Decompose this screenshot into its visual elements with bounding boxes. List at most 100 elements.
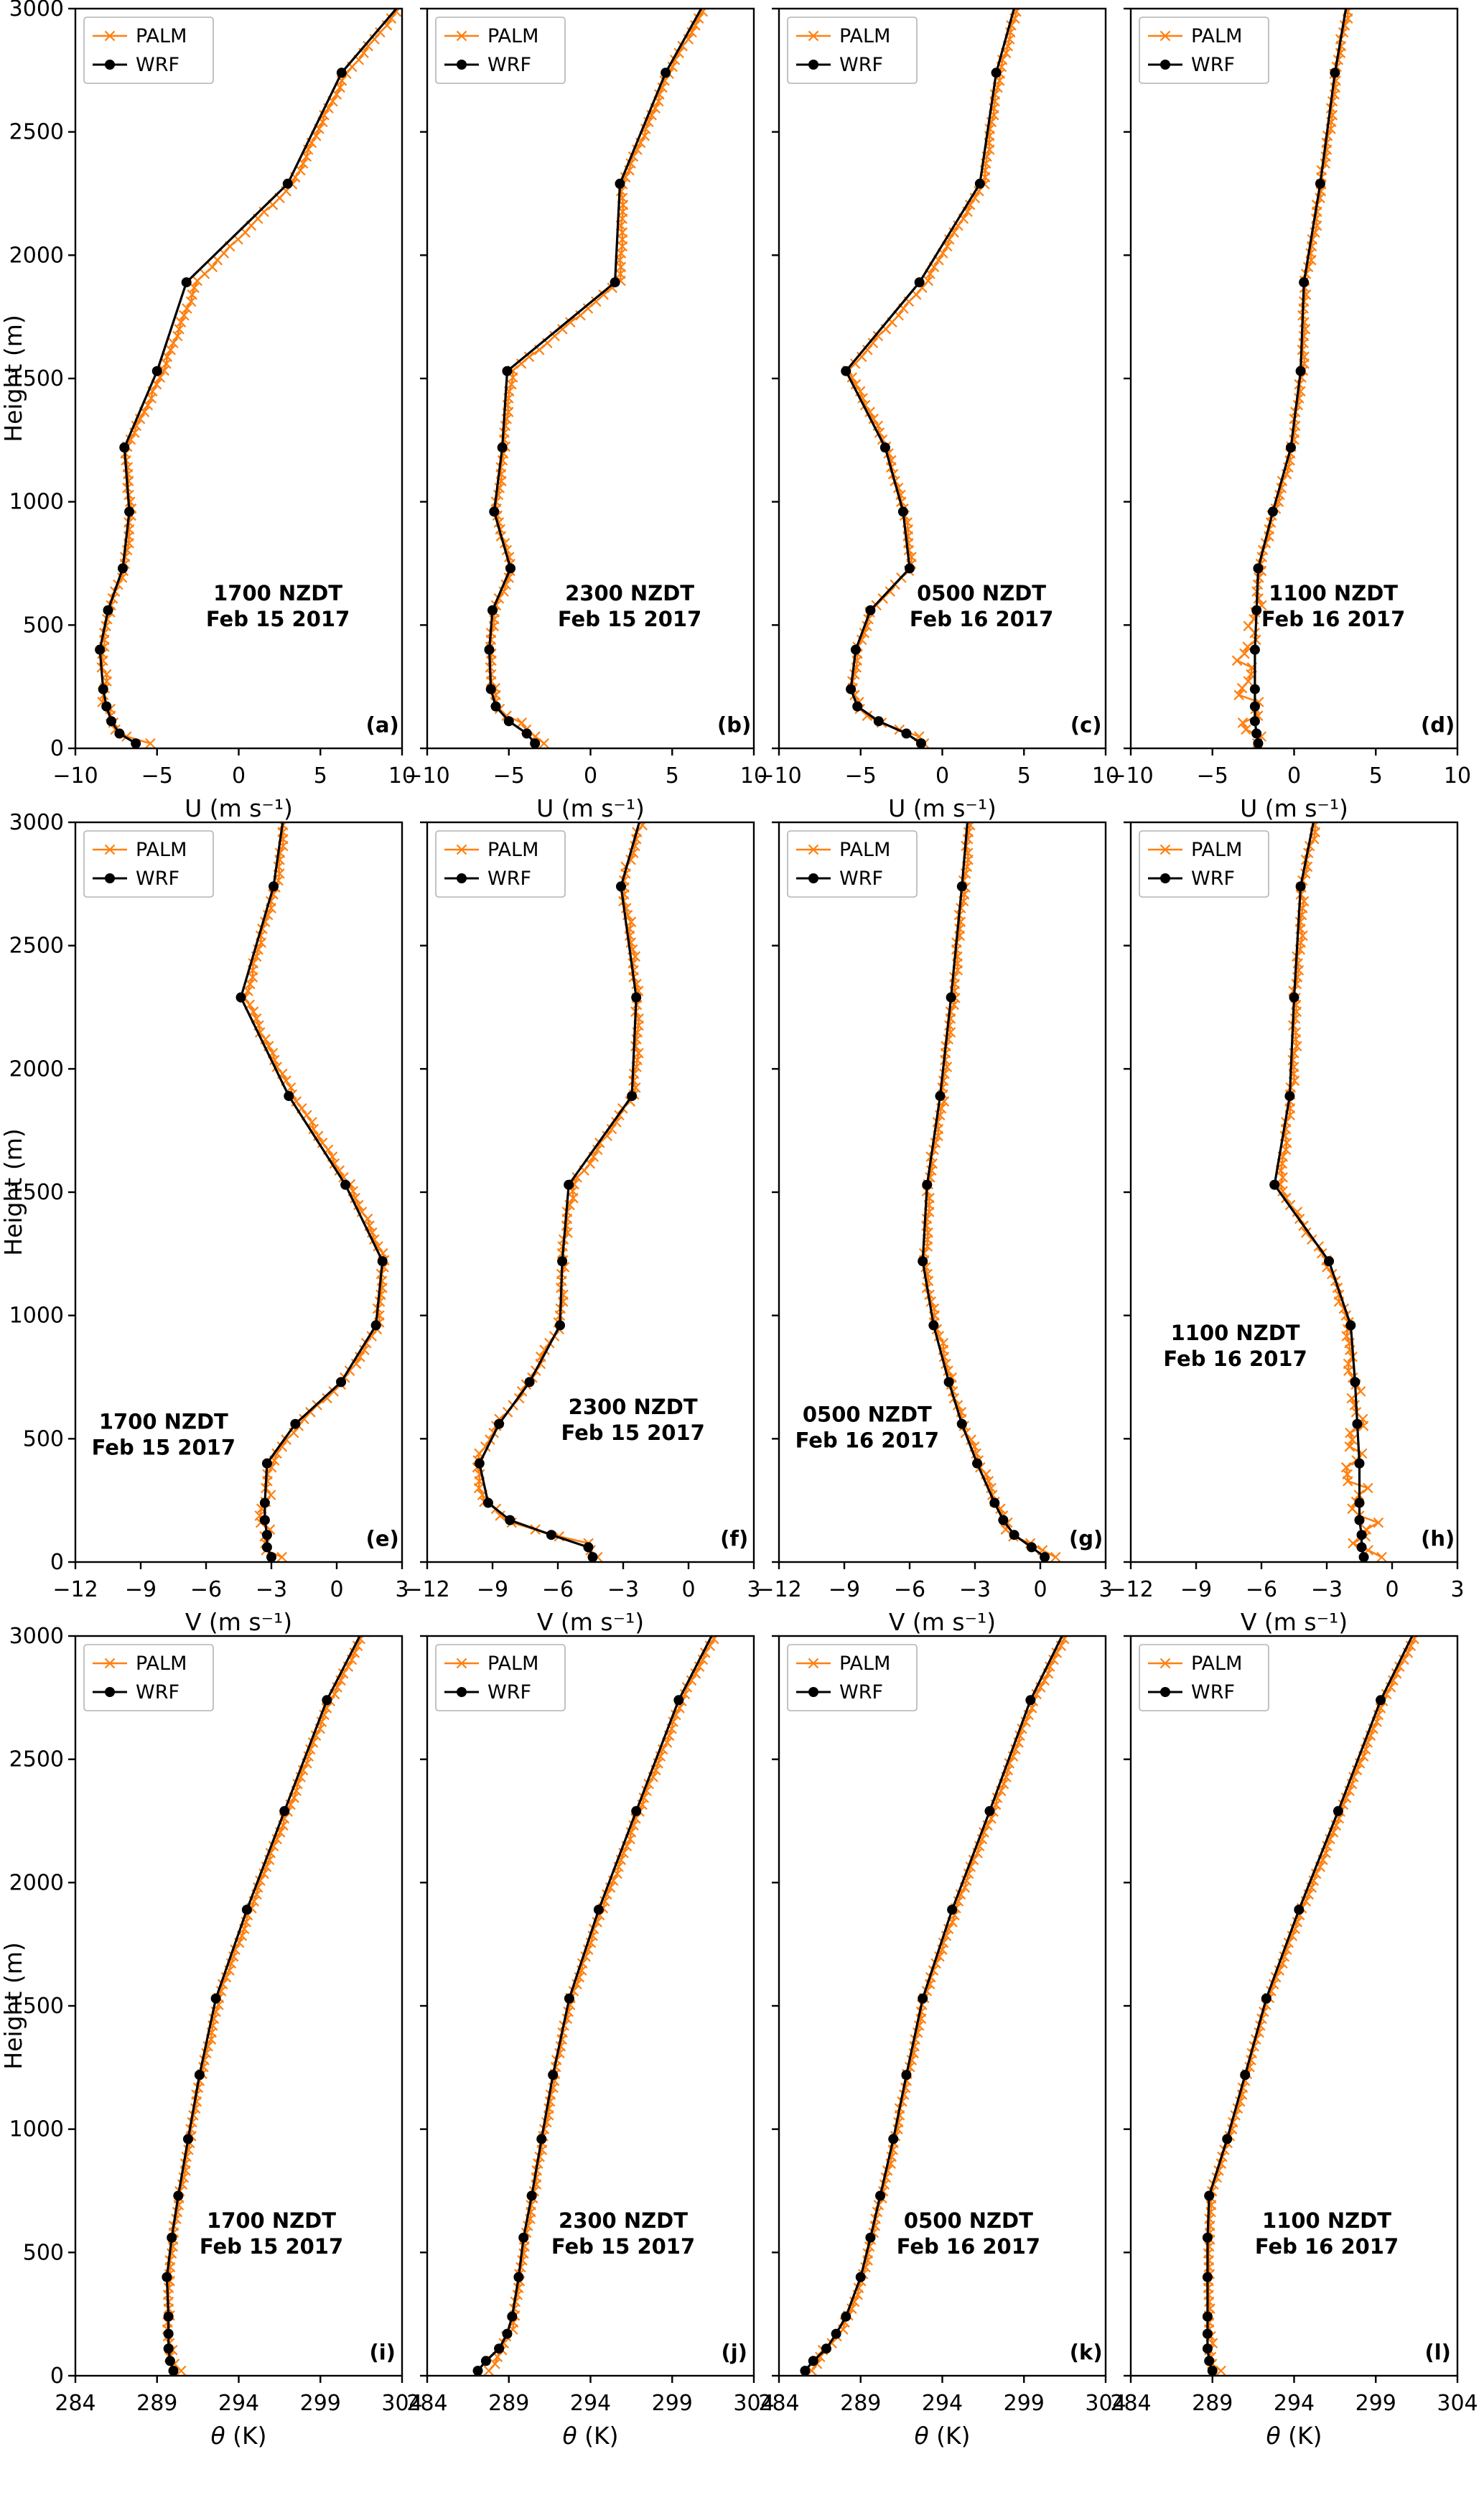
time-label-line2: Feb 15 2017 xyxy=(558,607,701,631)
wrf-series-marker xyxy=(918,1256,928,1267)
panel-j: 284 289 294 299 304 θ (K) PALM WRF 2300 NZDTFeb … xyxy=(406,1635,775,2450)
x-tick-label: −5 xyxy=(845,763,877,789)
x-axis-label: U (m s⁻¹) xyxy=(888,794,997,822)
series-group xyxy=(472,1636,724,2376)
legend-wrf-dot-icon xyxy=(1160,1687,1170,1697)
legend-palm-x-icon xyxy=(456,30,467,42)
wrf-series-marker xyxy=(117,563,128,574)
legend-wrf-label: WRF xyxy=(1191,1681,1235,1704)
legend-box xyxy=(1139,17,1269,84)
legend-palm-label: PALM xyxy=(1191,839,1242,861)
x-tick-label: −6 xyxy=(1246,1577,1277,1602)
legend-palm-x-icon xyxy=(808,844,819,855)
y-tick-label: 1000 xyxy=(9,490,64,515)
wrf-series-marker xyxy=(370,1320,381,1331)
x-tick-label: −6 xyxy=(190,1577,222,1602)
x-tick-label: 284 xyxy=(55,2391,95,2416)
wrf-series-marker xyxy=(1249,701,1260,712)
wrf-series-marker xyxy=(1295,366,1306,376)
x-tick-label: −3 xyxy=(1311,1577,1343,1602)
wrf-series-marker xyxy=(1358,1552,1369,1562)
wrf-series-marker xyxy=(855,2272,866,2282)
x-tick-label: 284 xyxy=(1110,2391,1151,2416)
palm-series-markers xyxy=(485,9,714,748)
x-tick-label: 294 xyxy=(922,2391,963,2416)
x-tick-label: 0 xyxy=(681,1577,695,1602)
x-tick-label: −12 xyxy=(756,1577,801,1602)
wrf-series-marker xyxy=(1202,2328,1213,2339)
legend-palm-label: PALM xyxy=(136,25,187,47)
x-axis-label: V (m s⁻¹) xyxy=(537,1608,644,1636)
wrf-series-marker xyxy=(484,644,495,655)
time-label-line1: 1100 NZDT xyxy=(1269,581,1398,605)
wrf-series-marker xyxy=(284,1091,294,1102)
x-tick-label: 10 xyxy=(1092,763,1119,789)
panel-letter: (b) xyxy=(717,712,751,737)
legend-wrf-dot-icon xyxy=(808,60,818,70)
wrf-series-marker xyxy=(627,1091,638,1102)
wrf-series-marker xyxy=(1202,2311,1213,2322)
wrf-series-marker xyxy=(259,1497,270,1508)
y-tick-label: 2500 xyxy=(9,1747,64,1772)
y-tick-label: 1000 xyxy=(9,2117,64,2142)
wrf-series-marker xyxy=(1249,716,1260,727)
wrf-series-marker xyxy=(1269,1179,1280,1190)
legend-palm-x-icon xyxy=(104,844,116,855)
x-tick-label: 299 xyxy=(300,2391,341,2416)
wrf-series-marker xyxy=(1202,2343,1213,2354)
x-tick-label: 304 xyxy=(1085,2391,1126,2416)
y-tick-label: 500 xyxy=(23,2240,64,2265)
wrf-series-marker xyxy=(865,605,876,615)
wrf-series-marker xyxy=(1289,992,1299,1003)
wrf-series-marker xyxy=(235,992,246,1003)
x-tick-label: −9 xyxy=(125,1577,157,1602)
panel-f: −12 −9 −6 −3 0 3 V (m s⁻¹) PALM WRF 2300 NZDTFeb … xyxy=(404,821,761,1636)
wrf-series-marker xyxy=(490,701,501,712)
series-group xyxy=(1231,9,1353,748)
x-tick-label: 10 xyxy=(388,763,416,789)
wrf-series-marker xyxy=(800,2366,811,2376)
wrf-series-marker xyxy=(485,684,496,694)
wrf-series-marker xyxy=(1240,2070,1251,2081)
x-tick-label: 294 xyxy=(570,2391,611,2416)
wrf-series-marker xyxy=(124,506,135,517)
wrf-series-marker xyxy=(593,1905,604,1915)
time-label-line1: 1700 NZDT xyxy=(99,1410,228,1434)
wrf-series-marker xyxy=(852,701,863,712)
x-tick-label: −5 xyxy=(1197,763,1228,789)
wrf-series-marker xyxy=(1354,1515,1365,1525)
y-tick-label: 2000 xyxy=(9,243,64,268)
wrf-series-marker xyxy=(1251,605,1262,615)
series-group xyxy=(162,1636,370,2376)
wrf-series-marker xyxy=(1202,2272,1213,2282)
time-label-line2: Feb 16 2017 xyxy=(1163,1347,1307,1371)
legend-box xyxy=(83,17,214,84)
y-tick-label: 500 xyxy=(23,613,64,638)
legend-box xyxy=(1139,1644,1269,1711)
legend-wrf-dot-icon xyxy=(105,1687,115,1697)
wrf-series-marker xyxy=(615,178,625,189)
wrf-series-marker xyxy=(524,1377,535,1388)
legend-palm-x-icon xyxy=(104,1658,116,1669)
wrf-series-marker xyxy=(1251,728,1262,739)
wrf-series-marker xyxy=(1267,506,1278,517)
time-label-line2: Feb 16 2017 xyxy=(1255,2234,1399,2259)
y-tick-label: 0 xyxy=(50,2364,64,2389)
wrf-series-marker xyxy=(518,2232,529,2243)
wrf-series-marker xyxy=(989,1497,1000,1508)
time-label-line2: Feb 16 2017 xyxy=(795,1428,939,1452)
wrf-series-marker xyxy=(808,2356,818,2366)
x-axis-label: V (m s⁻¹) xyxy=(889,1608,996,1636)
wrf-series-marker xyxy=(505,563,516,574)
legend-wrf-dot-icon xyxy=(457,60,467,70)
x-tick-label: −12 xyxy=(1108,1577,1153,1602)
x-tick-label: −10 xyxy=(756,763,801,789)
wrf-series-marker xyxy=(564,1993,574,2004)
wrf-series-marker xyxy=(536,2134,547,2144)
wrf-series-marker xyxy=(947,1905,958,1915)
wrf-series-marker xyxy=(1249,644,1260,655)
legend-palm-x-icon xyxy=(1159,30,1171,42)
wrf-series-marker xyxy=(564,1179,574,1190)
wrf-series-marker xyxy=(282,178,293,189)
